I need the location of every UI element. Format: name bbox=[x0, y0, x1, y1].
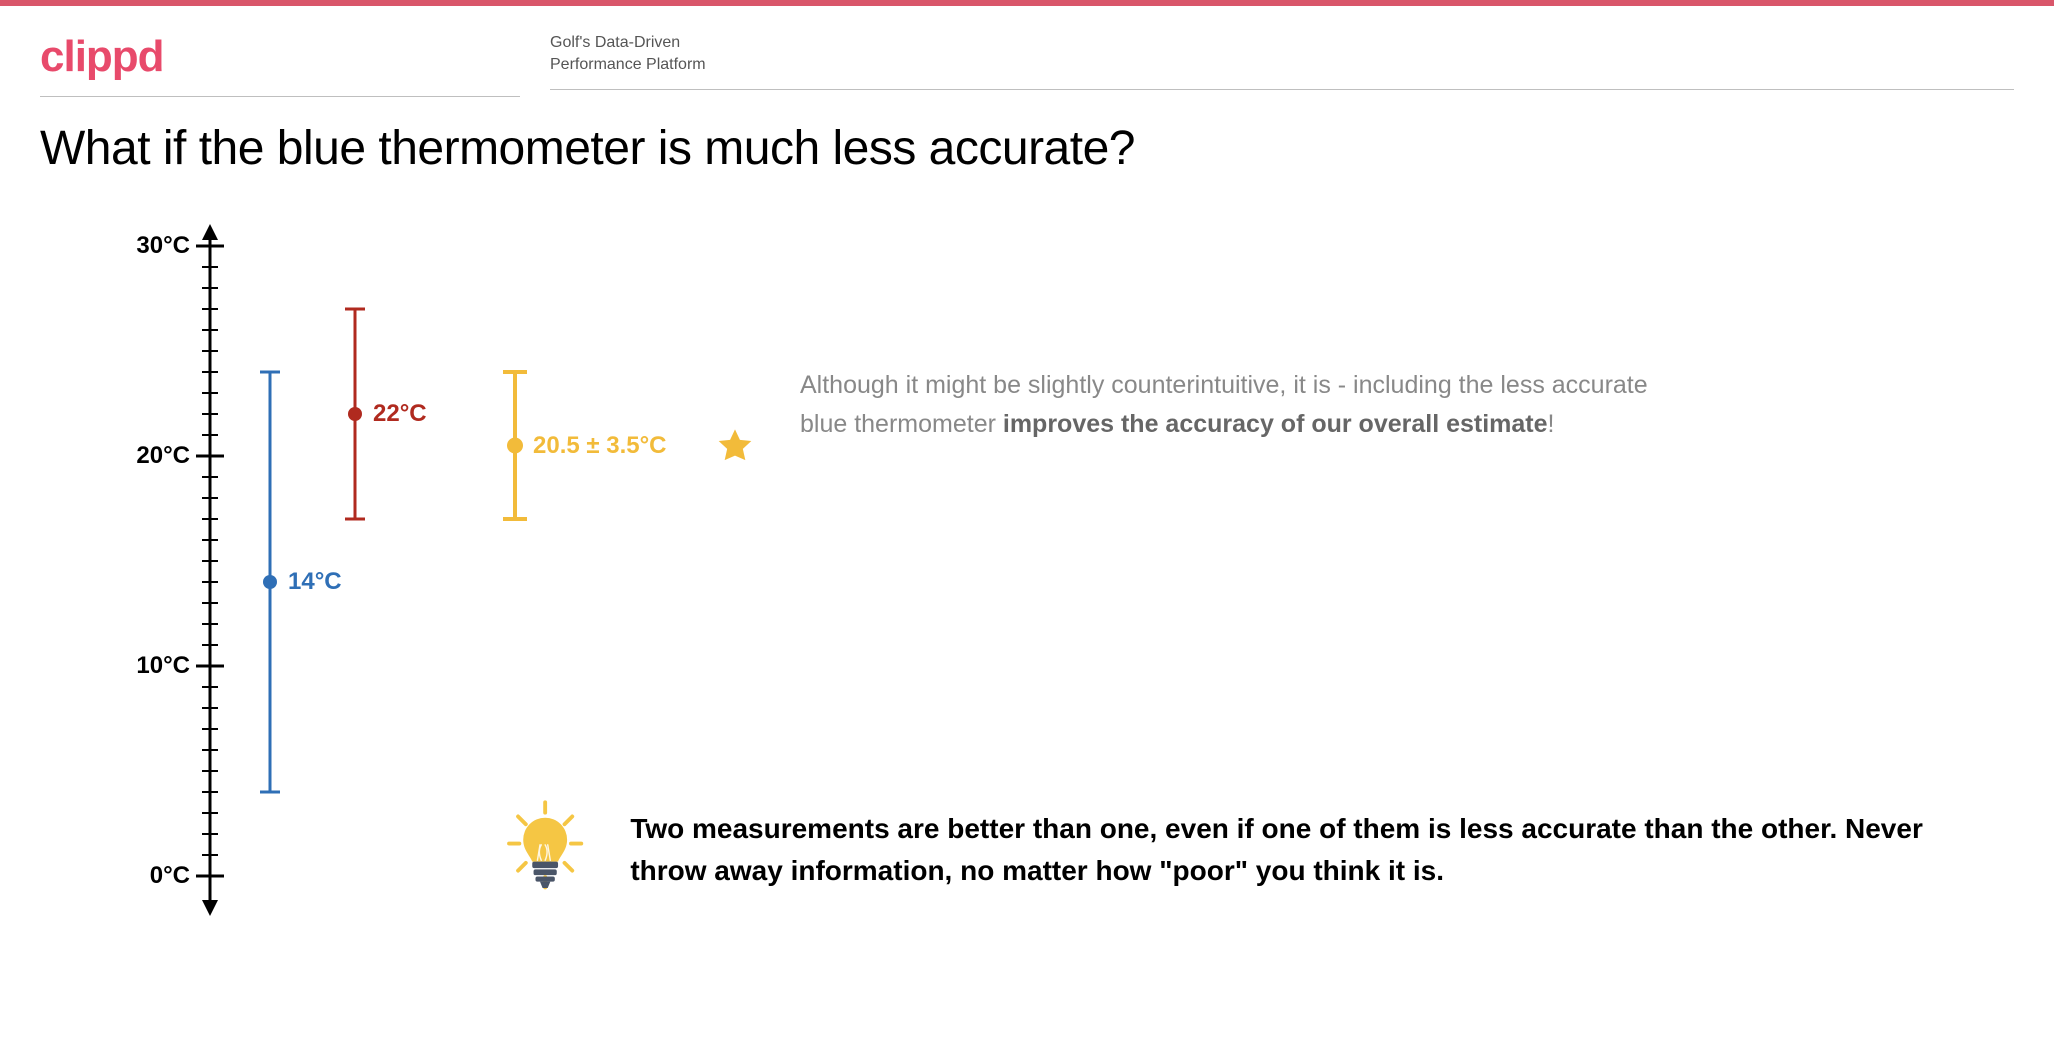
series-label-blue: 14°C bbox=[288, 568, 342, 596]
lightbulb-icon bbox=[500, 770, 590, 930]
explanation-text: Although it might be slightly counterint… bbox=[800, 366, 1680, 444]
takeaway-text: Two measurements are better than one, ev… bbox=[630, 808, 1994, 892]
series-label-red: 22°C bbox=[373, 400, 427, 428]
header: clippd Golf's Data-Driven Performance Pl… bbox=[0, 6, 2054, 97]
series-label-yellow: 20.5 ± 3.5°C bbox=[533, 432, 667, 460]
tagline-line1: Golf's Data-Driven bbox=[550, 32, 2014, 54]
axis-tick-label: 30°C bbox=[110, 232, 190, 260]
axis-tick-label: 0°C bbox=[110, 862, 190, 890]
takeaway-row: Two measurements are better than one, ev… bbox=[500, 770, 1994, 930]
brand-logo: clippd bbox=[40, 32, 520, 82]
page-title: What if the blue thermometer is much les… bbox=[0, 97, 2054, 186]
tagline-line2: Performance Platform bbox=[550, 54, 2014, 76]
axis-tick-label: 20°C bbox=[110, 442, 190, 470]
explain-bold: improves the accuracy of our overall est… bbox=[1003, 410, 1548, 438]
explain-post: ! bbox=[1548, 410, 1555, 438]
tagline-box: Golf's Data-Driven Performance Platform bbox=[550, 26, 2014, 90]
brand-box: clippd bbox=[40, 26, 520, 97]
axis-tick-label: 10°C bbox=[110, 652, 190, 680]
explanation-column: Although it might be slightly counterint… bbox=[800, 216, 2014, 444]
star-icon bbox=[715, 426, 755, 471]
